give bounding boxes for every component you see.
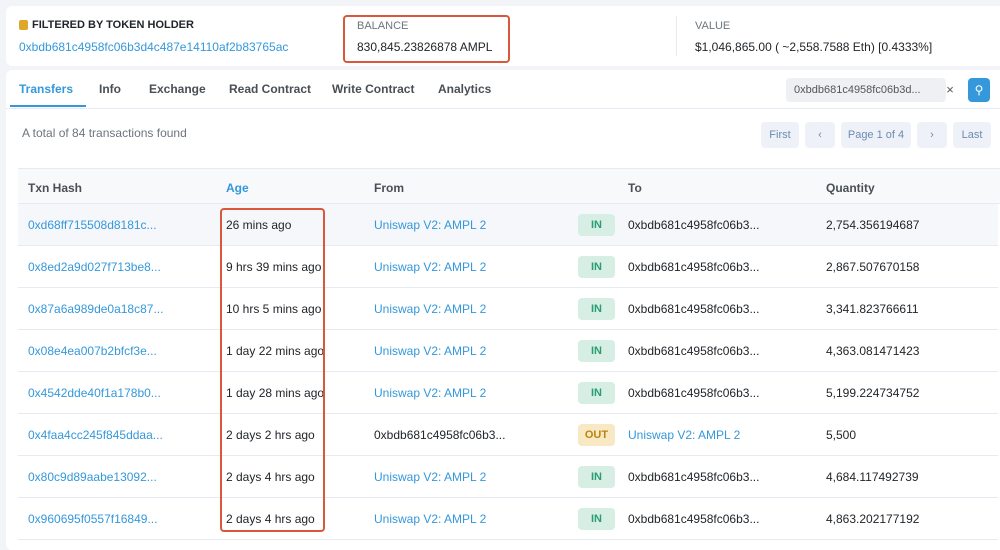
from-cell[interactable]: Uniswap V2: AMPL 2: [374, 386, 487, 400]
txn-hash-link[interactable]: 0x4faa4cc245f845ddaa...: [28, 428, 163, 442]
txn-hash-link[interactable]: 0x8ed2a9d027f713be8...: [28, 260, 161, 274]
from-cell[interactable]: Uniswap V2: AMPL 2: [374, 260, 487, 274]
col-quantity: Quantity: [826, 181, 875, 195]
search-icon: ⚲: [974, 83, 984, 97]
txn-hash-link[interactable]: 0xd68ff715508d8181c...: [28, 218, 157, 232]
tab-read-contract[interactable]: Read Contract: [229, 82, 312, 96]
tab-info[interactable]: Info: [99, 82, 121, 96]
first-page-button[interactable]: First: [761, 122, 799, 148]
last-page-button[interactable]: Last: [953, 122, 991, 148]
tab-exchange[interactable]: Exchange: [149, 82, 206, 96]
value-amount: $1,046,865.00 ( ~2,558.7588 Eth) [0.4333…: [695, 40, 933, 54]
from-cell[interactable]: Uniswap V2: AMPL 2: [374, 218, 487, 232]
direction-badge: IN: [578, 256, 615, 278]
to-cell[interactable]: 0xbdb681c4958fc06b3...: [628, 218, 760, 232]
page-indicator: Page 1 of 4: [841, 122, 911, 148]
transfers-panel: Transfers Info Exchange Read Contract Wr…: [6, 70, 1000, 550]
txn-hash-link[interactable]: 0x87a6a989de0a18c87...: [28, 302, 164, 316]
age-cell: 2 days 2 hrs ago: [226, 428, 315, 442]
table-row: 0x4542dde40f1a178b0... 1 day 28 mins ago…: [18, 372, 998, 414]
col-to: To: [628, 181, 642, 195]
to-cell[interactable]: 0xbdb681c4958fc06b3...: [628, 344, 760, 358]
divider: [676, 16, 677, 56]
to-cell[interactable]: 0xbdb681c4958fc06b3...: [628, 512, 760, 526]
age-cell: 1 day 22 mins ago: [226, 344, 325, 358]
table-row: 0x4faa4cc245f845ddaa... 2 days 2 hrs ago…: [18, 414, 998, 456]
col-txn-hash: Txn Hash: [28, 181, 83, 195]
address-filter-input[interactable]: 0xbdb681c4958fc06b3d...: [786, 78, 946, 102]
age-cell: 26 mins ago: [226, 218, 292, 232]
age-cell: 1 day 28 mins ago: [226, 386, 325, 400]
to-cell[interactable]: 0xbdb681c4958fc06b3...: [628, 260, 760, 274]
transactions-count: A total of 84 transactions found: [22, 126, 187, 140]
holder-label: FILTERED BY TOKEN HOLDER: [32, 19, 194, 31]
highlight-box-age: [220, 208, 325, 532]
quantity-cell: 5,500: [826, 428, 857, 442]
direction-badge: IN: [578, 508, 615, 530]
table-row: 0x8ed2a9d027f713be8... 9 hrs 39 mins ago…: [18, 246, 998, 288]
from-cell[interactable]: 0xbdb681c4958fc06b3...: [374, 428, 506, 442]
tab-write-contract[interactable]: Write Contract: [332, 82, 415, 96]
to-cell[interactable]: 0xbdb681c4958fc06b3...: [628, 302, 760, 316]
tab-transfers[interactable]: Transfers: [19, 82, 74, 96]
from-cell[interactable]: Uniswap V2: AMPL 2: [374, 512, 487, 526]
direction-badge: IN: [578, 340, 615, 362]
highlight-box-balance: [343, 15, 510, 63]
from-cell[interactable]: Uniswap V2: AMPL 2: [374, 302, 487, 316]
txn-hash-link[interactable]: 0x960695f0557f16849...: [28, 512, 158, 526]
holder-address[interactable]: 0xbdb681c4958fc06b3d4c487e14110af2b83765…: [19, 40, 289, 54]
quantity-cell: 2,754.356194687: [826, 218, 920, 232]
search-button[interactable]: ⚲: [968, 78, 990, 102]
to-cell[interactable]: 0xbdb681c4958fc06b3...: [628, 470, 760, 484]
table-row: 0x87a6a989de0a18c87... 10 hrs 5 mins ago…: [18, 288, 998, 330]
quantity-cell: 5,199.224734752: [826, 386, 920, 400]
table-row: 0x960695f0557f16849... 2 days 4 hrs ago …: [18, 498, 998, 540]
quantity-cell: 4,684.117492739: [826, 470, 919, 484]
age-cell: 2 days 4 hrs ago: [226, 470, 315, 484]
txn-hash-link[interactable]: 0x80c9d89aabe13092...: [28, 470, 157, 484]
col-age[interactable]: Age: [226, 181, 249, 195]
balance-label: BALANCE: [357, 20, 409, 32]
txn-hash-link[interactable]: 0x08e4ea007b2bfcf3e...: [28, 344, 157, 358]
next-page-button[interactable]: ›: [917, 122, 947, 148]
age-cell: 2 days 4 hrs ago: [226, 512, 315, 526]
direction-badge: IN: [578, 382, 615, 404]
quantity-cell: 2,867.507670158: [826, 260, 920, 274]
quantity-cell: 3,341.823766611: [826, 302, 919, 316]
balance-value: 830,845.23826878 AMPL: [357, 40, 493, 54]
txn-hash-link[interactable]: 0x4542dde40f1a178b0...: [28, 386, 161, 400]
to-cell[interactable]: 0xbdb681c4958fc06b3...: [628, 386, 760, 400]
table-row: 0xd68ff715508d8181c... 26 mins ago Unisw…: [18, 204, 998, 246]
direction-badge: IN: [578, 214, 615, 236]
from-cell[interactable]: Uniswap V2: AMPL 2: [374, 470, 487, 484]
col-from: From: [374, 181, 404, 195]
prev-page-button[interactable]: ‹: [805, 122, 835, 148]
holder-icon: [19, 20, 28, 30]
value-label: VALUE: [695, 20, 731, 32]
direction-badge: IN: [578, 298, 615, 320]
age-cell: 10 hrs 5 mins ago: [226, 302, 322, 316]
table-row: 0x08e4ea007b2bfcf3e... 1 day 22 mins ago…: [18, 330, 998, 372]
tab-analytics[interactable]: Analytics: [438, 82, 492, 96]
to-cell[interactable]: Uniswap V2: AMPL 2: [628, 428, 741, 442]
table-row: 0x80c9d89aabe13092... 2 days 4 hrs ago U…: [18, 456, 998, 498]
active-tab-indicator: [10, 105, 86, 107]
from-cell[interactable]: Uniswap V2: AMPL 2: [374, 344, 487, 358]
age-cell: 9 hrs 39 mins ago: [226, 260, 322, 274]
quantity-cell: 4,363.081471423: [826, 344, 920, 358]
direction-badge: IN: [578, 466, 615, 488]
table-header: Txn Hash Age From To Quantity: [18, 168, 1000, 204]
direction-badge: OUT: [578, 424, 615, 446]
divider: [6, 108, 1000, 109]
quantity-cell: 4,863.202177192: [826, 512, 920, 526]
clear-filter-button[interactable]: ×: [946, 82, 954, 97]
